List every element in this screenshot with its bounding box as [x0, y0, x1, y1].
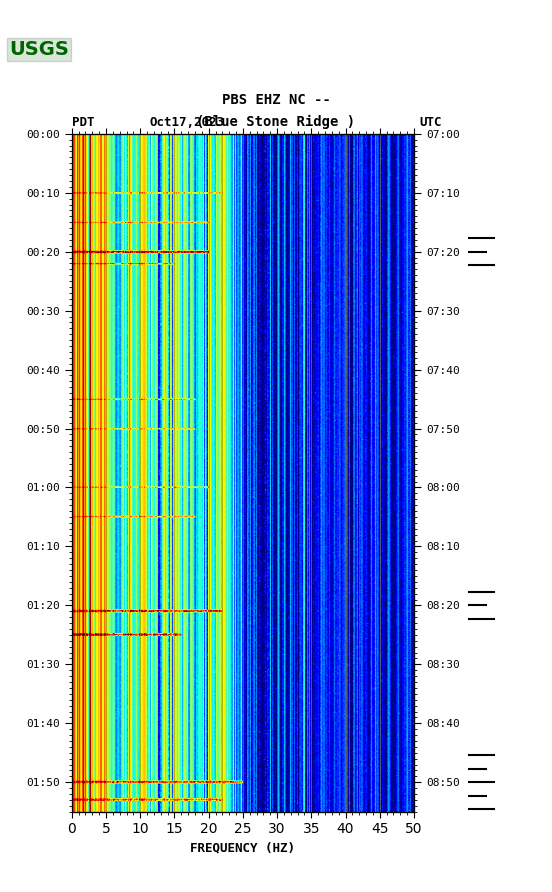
Text: PBS EHZ NC --: PBS EHZ NC -- — [221, 93, 331, 107]
Text: Oct17,2023: Oct17,2023 — [149, 116, 224, 129]
Text: UTC: UTC — [420, 116, 442, 129]
Text: PDT: PDT — [72, 116, 94, 129]
Text: (Blue Stone Ridge ): (Blue Stone Ridge ) — [197, 115, 355, 129]
Text: USGS: USGS — [9, 39, 68, 59]
X-axis label: FREQUENCY (HZ): FREQUENCY (HZ) — [190, 842, 295, 855]
